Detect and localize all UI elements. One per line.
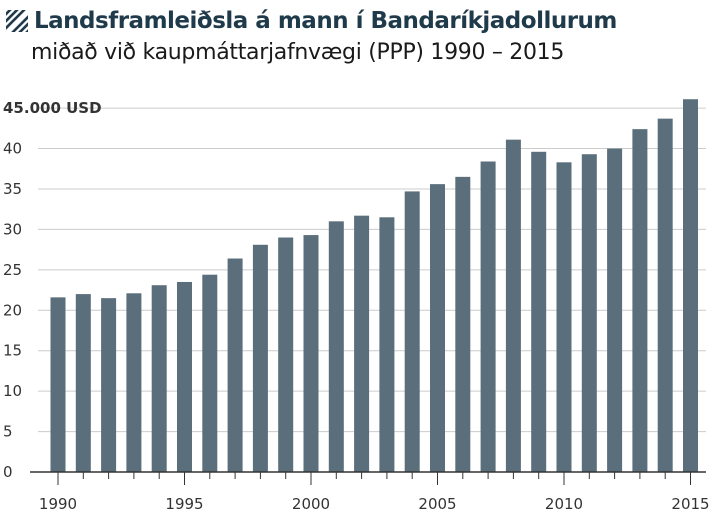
bar-1993 bbox=[126, 293, 142, 472]
bar-2004 bbox=[404, 191, 420, 473]
axes bbox=[30, 471, 706, 485]
bar-2010 bbox=[556, 162, 572, 473]
bar-1990 bbox=[50, 297, 66, 472]
y-tick-label: 35 bbox=[3, 180, 22, 198]
y-tick-label: 5 bbox=[3, 423, 13, 441]
bar-1991 bbox=[75, 294, 91, 472]
x-tick-label: 1990 bbox=[39, 495, 77, 513]
x-tick-label: 2010 bbox=[545, 495, 583, 513]
bar-1992 bbox=[101, 298, 117, 472]
title-row: Landsframleiðsla á mann í Bandaríkjadoll… bbox=[6, 4, 706, 38]
bars bbox=[50, 99, 698, 473]
chart-subtitle: miðað við kaupmáttarjafnvægi (PPP) 1990 … bbox=[31, 40, 565, 65]
x-tick-label: 2015 bbox=[671, 495, 709, 513]
chart-header: Landsframleiðsla á mann í Bandaríkjadoll… bbox=[6, 4, 706, 65]
bar-2002 bbox=[354, 215, 370, 473]
hatch-icon bbox=[6, 10, 28, 32]
bar-2005 bbox=[430, 184, 445, 472]
bar-2008 bbox=[505, 139, 521, 472]
bar-2000 bbox=[303, 235, 319, 472]
y-tick-label: 25 bbox=[3, 261, 22, 279]
bar-2007 bbox=[480, 161, 496, 473]
chart-title: Landsframleiðsla á mann í Bandaríkjadoll… bbox=[34, 8, 617, 34]
y-tick-label: 10 bbox=[3, 382, 22, 400]
y-tick-label: 15 bbox=[3, 342, 22, 360]
bar-2003 bbox=[379, 217, 395, 472]
tick-labels: 0 5 10 15 20 25 30 35 40 45.000 USD 1990 1995 2000 20… bbox=[3, 99, 710, 513]
bar-1998 bbox=[252, 244, 268, 472]
bar-2006 bbox=[455, 176, 471, 472]
bar-1996 bbox=[202, 274, 218, 472]
y-tick-label: 20 bbox=[3, 301, 22, 319]
bar-2009 bbox=[531, 151, 547, 472]
x-tick-label: 2005 bbox=[418, 495, 456, 513]
bar-1999 bbox=[278, 237, 294, 472]
bar-2011 bbox=[581, 154, 597, 472]
y-tick-label: 0 bbox=[3, 463, 13, 481]
y-tick-label: 40 bbox=[3, 140, 22, 158]
bar-2012 bbox=[607, 148, 623, 472]
bar-2013 bbox=[632, 129, 648, 472]
bar-2001 bbox=[328, 221, 344, 472]
x-tick-label: 1995 bbox=[165, 495, 203, 513]
bar-1994 bbox=[151, 285, 167, 472]
bar-1997 bbox=[227, 258, 243, 472]
x-tick-label: 2000 bbox=[292, 495, 330, 513]
y-tick-label: 45.000 USD bbox=[3, 99, 102, 117]
bar-2014 bbox=[657, 118, 673, 472]
y-tick-label: 30 bbox=[3, 220, 22, 238]
bar-1995 bbox=[177, 281, 192, 472]
bar-2015 bbox=[683, 99, 698, 472]
